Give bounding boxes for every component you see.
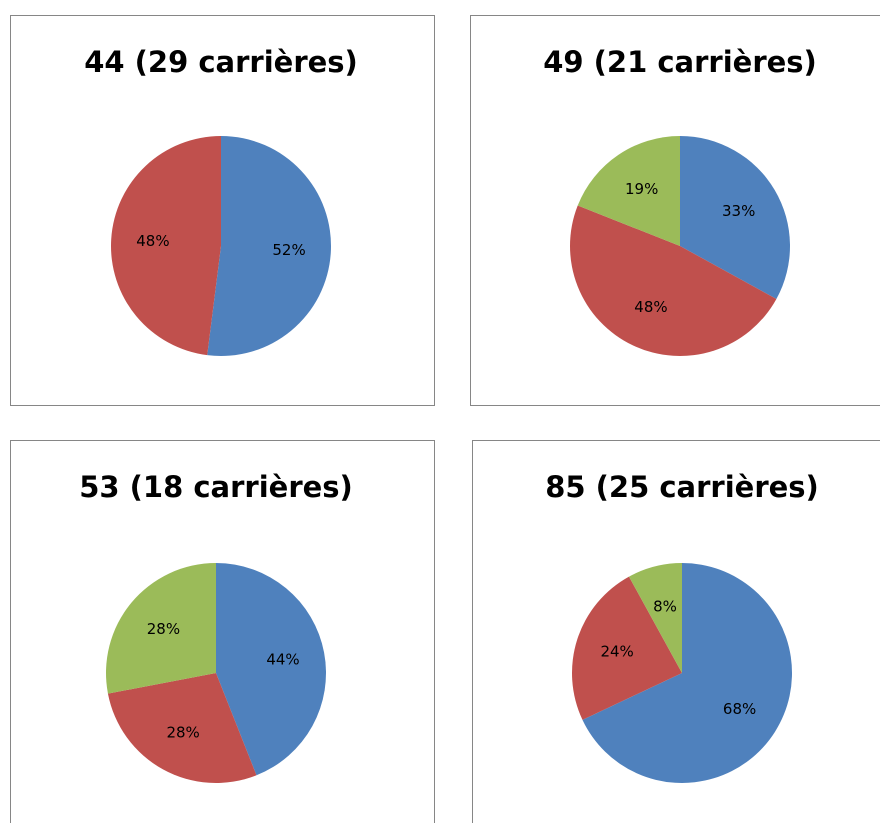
data-label: 28% xyxy=(166,723,199,741)
chart-title: 85 (25 carrières) xyxy=(545,470,819,504)
chart-title: 49 (21 carrières) xyxy=(543,45,817,79)
chart-title: 53 (18 carrières) xyxy=(79,470,353,504)
data-label: 48% xyxy=(136,232,169,250)
pie-slice xyxy=(105,563,216,694)
data-label: 24% xyxy=(600,642,633,660)
pie-slice xyxy=(680,136,790,299)
chart-title: 44 (29 carrières) xyxy=(84,45,358,79)
data-label: 19% xyxy=(625,180,658,198)
data-label: 52% xyxy=(272,241,305,259)
data-label: 8% xyxy=(653,597,677,615)
pie-slice xyxy=(629,563,682,673)
pie-slice xyxy=(110,136,221,356)
data-label: 33% xyxy=(722,202,755,220)
pie-slice xyxy=(577,136,680,246)
pie-slice xyxy=(570,205,777,356)
data-label: 28% xyxy=(147,620,180,638)
pie-slice xyxy=(216,563,326,776)
pie-slice xyxy=(207,136,331,356)
pie-slice xyxy=(107,673,257,783)
data-label: 44% xyxy=(266,651,299,669)
pie-slice xyxy=(572,576,682,720)
data-label: 48% xyxy=(634,298,667,316)
pie-slice xyxy=(582,563,792,783)
data-label: 68% xyxy=(723,700,756,718)
